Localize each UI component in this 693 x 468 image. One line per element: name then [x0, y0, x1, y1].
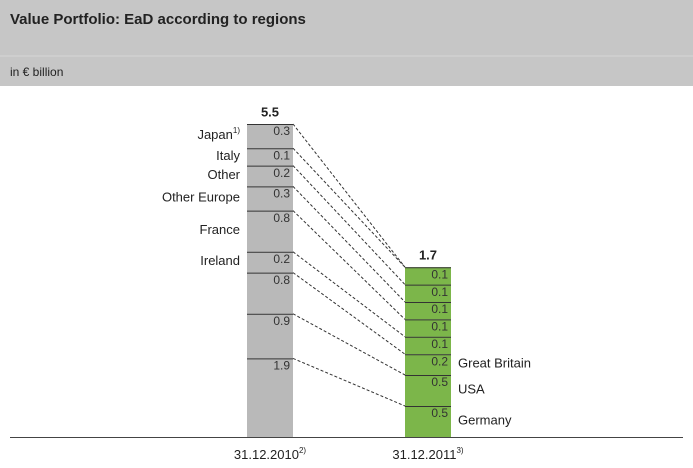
- region-label-text: Ireland: [200, 254, 240, 269]
- bar-segment: [247, 124, 293, 149]
- segment-value: 0.8: [273, 273, 290, 287]
- bar-segment: [247, 272, 293, 314]
- region-label-text: USA: [458, 382, 485, 397]
- region-label-text: France: [200, 223, 240, 238]
- segment-value: 0.3: [273, 187, 290, 201]
- region-label-text: Italy: [216, 148, 240, 163]
- region-label-text: Other: [207, 167, 240, 182]
- segment-value: 0.5: [431, 375, 448, 389]
- segment-value: 1.9: [273, 359, 290, 373]
- bar-segment: [405, 354, 451, 375]
- chart-subtitle: in € billion: [10, 65, 63, 79]
- segment-value: 0.1: [273, 148, 290, 162]
- connector: [292, 272, 406, 355]
- date-label-note: 3): [456, 446, 463, 455]
- region-label: France: [200, 223, 240, 238]
- date-label-note: 2): [299, 446, 306, 455]
- region-label: Italy: [216, 148, 240, 163]
- bar-segment: [405, 375, 451, 406]
- segment-value: 0.9: [273, 314, 290, 328]
- bar-segment: [405, 336, 451, 355]
- segment-value: 0.8: [273, 211, 290, 225]
- bar-segment: [405, 406, 451, 437]
- region-label: Ireland: [200, 254, 240, 269]
- region-label: Other Europe: [162, 190, 240, 205]
- region-label: Japan1): [197, 126, 240, 142]
- region-label: Germany: [458, 413, 512, 428]
- region-label-text: Germany: [458, 413, 512, 428]
- region-label-text: Japan: [197, 128, 232, 143]
- bar-segment: [247, 186, 293, 211]
- segment-value: 0.1: [431, 320, 448, 334]
- bar-segment: [405, 267, 451, 285]
- segment-value: 0.2: [273, 166, 290, 180]
- region-label-note: 1): [233, 126, 240, 135]
- bar-segment: [247, 358, 293, 437]
- connector: [292, 313, 406, 376]
- date-label-text: 31.12.2010: [234, 447, 299, 462]
- connector: [292, 147, 406, 268]
- connector: [292, 165, 406, 285]
- bar-segment: [247, 210, 293, 252]
- bar-segment: [247, 148, 293, 166]
- header-band: [0, 0, 693, 86]
- region-label-text: Other Europe: [162, 190, 240, 205]
- bar-segment: [405, 319, 451, 337]
- connector: [292, 357, 406, 407]
- date-label: 31.12.20102): [234, 446, 307, 462]
- region-label: USA: [458, 382, 485, 397]
- segment-value: 0.5: [431, 406, 448, 420]
- connector: [292, 123, 406, 268]
- segment-value: 0.3: [273, 124, 290, 138]
- segment-value: 0.1: [431, 285, 448, 299]
- bar-segment: [247, 251, 293, 273]
- segment-value: 0.2: [273, 252, 290, 266]
- bar-total: 5.5: [261, 104, 279, 119]
- bar-segment: [247, 313, 293, 359]
- bar-total: 1.7: [419, 248, 437, 263]
- segment-value: 0.1: [431, 302, 448, 316]
- bar-segment: [405, 302, 451, 320]
- bar-segment: [405, 284, 451, 302]
- chart-title: Value Portfolio: EaD according to region…: [10, 11, 306, 28]
- segment-value: 0.1: [431, 267, 448, 281]
- bar-segment: [247, 165, 293, 187]
- segment-value: 0.1: [431, 337, 448, 351]
- region-label: Other: [207, 167, 240, 182]
- connector: [292, 186, 406, 303]
- region-label-text: Great Britain: [458, 356, 531, 371]
- date-label-text: 31.12.2011: [392, 447, 456, 462]
- date-label: 31.12.20113): [392, 446, 464, 462]
- connector: [292, 251, 406, 338]
- region-label: Great Britain: [458, 356, 531, 371]
- segment-value: 0.2: [431, 354, 448, 368]
- connector: [292, 210, 406, 320]
